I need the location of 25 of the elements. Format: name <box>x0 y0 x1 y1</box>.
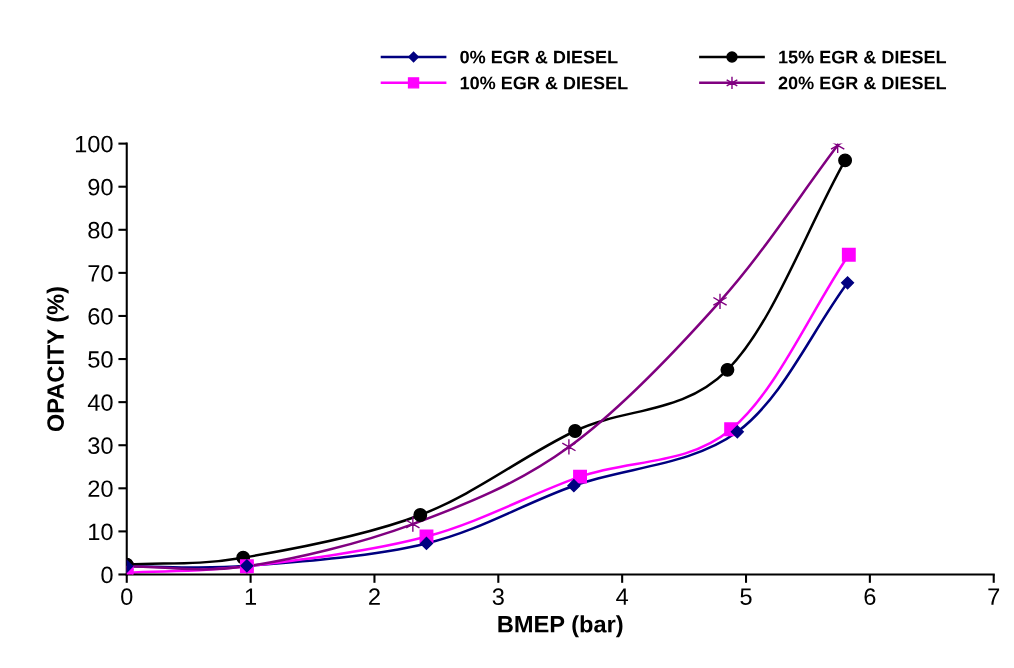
y-tick-label: 20 <box>88 480 113 498</box>
legend-label: 0% EGR & DIESEL <box>460 50 618 64</box>
x-axis-title: BMEP (bar) <box>498 615 623 638</box>
legend-label: 20% EGR & DIESEL <box>778 76 947 90</box>
x-tick-label: 7 <box>988 588 1000 605</box>
legend-label: 15% EGR & DIESEL <box>779 50 947 64</box>
x-tick-label: 3 <box>492 588 504 606</box>
y-tick-label: 60 <box>88 308 113 325</box>
x-tick-label: 5 <box>740 588 752 606</box>
y-tick-label: 10 <box>89 523 113 541</box>
y-tick-label: 30 <box>88 437 113 455</box>
y-tick-label: 90 <box>88 178 113 196</box>
y-tick-label: 70 <box>88 264 113 282</box>
y-tick-label: 80 <box>88 221 113 239</box>
y-tick-label: 0 <box>101 566 113 584</box>
x-tick-label: 1 <box>245 588 257 605</box>
x-tick-label: 0 <box>121 588 133 606</box>
x-tick-label: 6 <box>864 588 876 606</box>
legend-label: 10% EGR & DIESEL <box>460 76 628 90</box>
y-tick-label: 50 <box>88 351 113 368</box>
x-tick-label: 4 <box>616 588 629 605</box>
y-axis-title: OPACITY (%) <box>46 287 69 432</box>
y-tick-label: 40 <box>87 394 113 411</box>
y-tick-label: 100 <box>75 135 113 153</box>
x-tick-label: 2 <box>369 588 380 605</box>
